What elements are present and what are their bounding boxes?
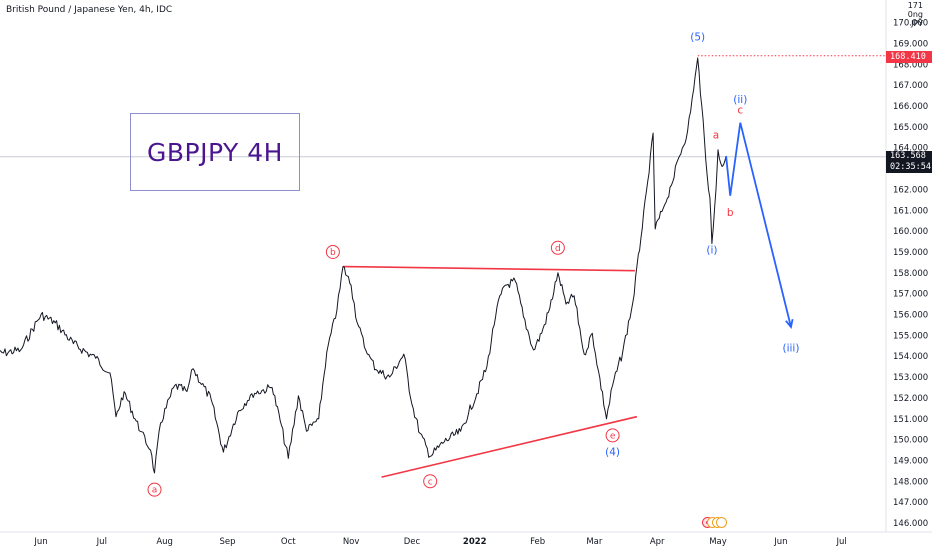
x-tick-label: May — [709, 537, 727, 547]
annotation-box[interactable]: GBPJPY 4H — [130, 113, 300, 191]
y-tick-label: 155.000 — [893, 331, 928, 341]
x-tick-label: Dec — [404, 537, 421, 547]
x-tick-label: Sep — [219, 537, 235, 547]
wave-label: (iii) — [782, 342, 799, 354]
wave-label-circle — [325, 244, 340, 259]
y-tick-label: 165.000 — [893, 123, 928, 133]
y-tick-label: 160.000 — [893, 227, 928, 237]
y-tick-label: 161.000 — [893, 206, 928, 216]
x-tick-label: Apr — [650, 537, 665, 547]
wave-label-circle — [423, 474, 438, 489]
wave-label: a — [152, 486, 158, 496]
x-tick-label: Feb — [530, 537, 545, 547]
y-tick-label: 159.000 — [893, 248, 928, 258]
y-tick-label: 168.000 — [893, 60, 928, 70]
y-tick-label: 169.000 — [893, 39, 928, 49]
y-tick-label: 147.000 — [893, 498, 928, 508]
y-tick-label: 149.000 — [893, 456, 928, 466]
x-tick-label: Jul — [96, 537, 107, 547]
y-tick-label: 151.000 — [893, 415, 928, 425]
last-price-tag: 163.568 02:35:54 — [886, 151, 932, 173]
y-tick-label: 154.000 — [893, 352, 928, 362]
trendline-0 — [343, 265, 635, 272]
wave-label: (4) — [605, 447, 620, 459]
x-tick-label: 2022 — [463, 537, 487, 547]
x-tick-label: Nov — [343, 537, 360, 547]
wave-label: (i) — [706, 244, 717, 256]
x-tick-label: Jul — [836, 537, 847, 547]
wave-label: c — [737, 105, 743, 117]
price-series-line — [0, 57, 727, 474]
annotation-title: GBPJPY 4H — [147, 137, 283, 167]
symbol-header[interactable]: British Pound / Japanese Yen, 4h, IDC — [6, 5, 173, 15]
wave-label-circle — [147, 482, 162, 497]
high-price-tag: 168.410 — [886, 51, 932, 63]
y-tick-label: 153.000 — [893, 373, 928, 383]
y-tick-label: 164.000 — [893, 144, 928, 154]
wave-label: d — [555, 244, 561, 254]
currency-label: 171 0ng JPY — [893, 1, 923, 28]
y-tick-label: 170.000 — [893, 19, 928, 29]
x-tick-label: Jun — [33, 537, 47, 547]
wave-label: (ii) — [733, 94, 747, 106]
x-tick-label: Jun — [773, 537, 787, 547]
y-tick-label: 167.000 — [893, 81, 928, 91]
projection-path — [725, 122, 792, 328]
economic-events-icon[interactable] — [702, 517, 727, 530]
bar-countdown: 02:35:54 — [890, 162, 931, 172]
wave-label: c — [428, 477, 433, 487]
last-price-value: 163.568 — [890, 151, 926, 161]
plot-area — [0, 0, 886, 532]
y-tick-label: 152.000 — [893, 394, 928, 404]
x-tick-label: Oct — [281, 537, 296, 547]
currency-top-label: 171 0ng — [907, 1, 923, 19]
wave-label-circle — [550, 240, 565, 255]
y-tick-label: 162.000 — [893, 185, 928, 195]
projection-arrowhead — [785, 318, 794, 330]
x-tick-label: Mar — [586, 537, 603, 547]
y-tick-label: 158.000 — [893, 269, 928, 279]
y-tick-label: 156.000 — [893, 311, 928, 321]
wave-label: b — [330, 248, 336, 258]
y-tick-label: 148.000 — [893, 477, 928, 487]
y-tick-label: 150.000 — [893, 436, 928, 446]
wave-label: e — [610, 431, 616, 441]
wave-label: (5) — [690, 32, 705, 44]
y-tick-label: 146.000 — [893, 519, 928, 529]
wave-label: a — [713, 130, 719, 142]
wave-label-circle — [605, 428, 620, 443]
currency-code: JPY — [911, 19, 923, 28]
y-tick-label: 166.000 — [893, 102, 928, 112]
y-tick-label: 157.000 — [893, 290, 928, 300]
wave-label: b — [727, 207, 734, 219]
x-tick-label: Aug — [156, 537, 173, 547]
trendline-1 — [381, 415, 638, 478]
